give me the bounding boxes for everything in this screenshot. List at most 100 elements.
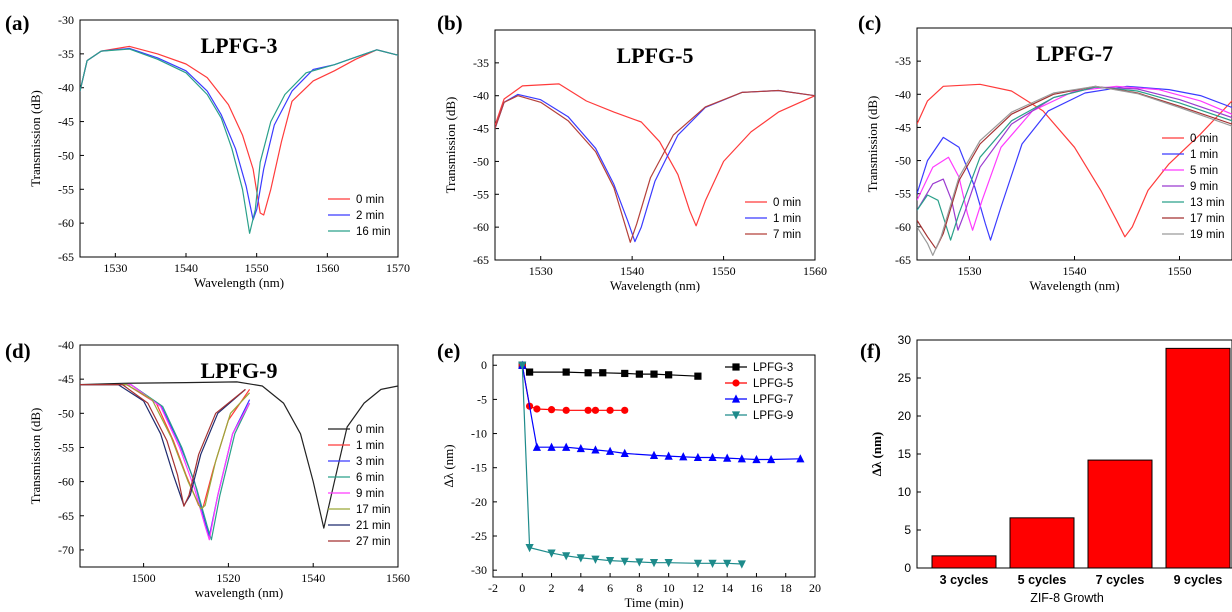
legend-label: LPFG-9 xyxy=(753,410,793,422)
data-point xyxy=(649,450,659,460)
legend-label: 17 min xyxy=(356,504,391,516)
data-point xyxy=(606,406,614,414)
x-axis-label: ZIF-8 Growth xyxy=(1030,591,1104,605)
panel-2: (c) -65 -60 -55 -50 -45 -40 -35 1530 1540 1550 Wave… xyxy=(858,11,1232,293)
data-point xyxy=(732,379,740,387)
legend-label: 17 min xyxy=(1190,213,1225,225)
x-tick-label: 1520 xyxy=(216,571,240,585)
y-tick-label: 10 xyxy=(898,485,912,499)
x-tick-label: 1530 xyxy=(103,261,127,275)
y-tick-label: -40 xyxy=(895,87,911,101)
series-line xyxy=(917,86,1232,231)
data-point xyxy=(694,372,702,380)
x-axis-label: Time (min) xyxy=(624,595,683,610)
data-point xyxy=(562,442,571,451)
data-point xyxy=(635,558,644,567)
data-point xyxy=(649,559,659,568)
data-point xyxy=(576,554,585,563)
data-point xyxy=(525,544,534,553)
chart-title: LPFG-7 xyxy=(1036,41,1113,66)
data-point xyxy=(737,560,746,569)
x-tick-label: 1560 xyxy=(315,261,339,275)
panel-label: (e) xyxy=(437,339,460,363)
y-tick-label: -60 xyxy=(473,220,489,234)
y-tick-label: -50 xyxy=(58,406,74,420)
chart-title: LPFG-9 xyxy=(201,358,278,383)
y-tick-label: -55 xyxy=(58,182,74,196)
legend-label: 2 min xyxy=(356,210,384,222)
series-line xyxy=(80,47,398,221)
x-tick-label: 8 xyxy=(636,581,642,595)
data-point xyxy=(731,394,741,403)
category-label: 7 cycles xyxy=(1096,573,1145,587)
legend-label: 9 min xyxy=(356,488,384,500)
series-line xyxy=(495,83,815,227)
y-tick-label: -60 xyxy=(58,216,74,230)
data-point xyxy=(732,363,740,371)
x-axis-label: wavelength (nm) xyxy=(195,585,283,600)
series-line xyxy=(917,83,1232,238)
x-tick-label: 1560 xyxy=(803,264,827,278)
series-line xyxy=(917,85,1232,231)
x-axis-label: Wavelength (nm) xyxy=(1029,278,1119,293)
x-tick-label: 1530 xyxy=(529,264,553,278)
legend-label: 13 min xyxy=(1190,197,1225,209)
series-line xyxy=(521,364,698,377)
plot-frame xyxy=(492,354,816,578)
data-point xyxy=(752,454,761,464)
legend-label: 0 min xyxy=(773,197,801,209)
data-point xyxy=(665,371,673,379)
y-axis-label: Transmission (dB) xyxy=(443,97,458,194)
y-tick-label: -35 xyxy=(473,56,489,70)
panel-4: (e)0-5-10-15-20-25-30-2 0 2 4 6 8 10 12 14 16 18 20… xyxy=(437,339,821,610)
panel-label: (a) xyxy=(5,11,30,35)
x-tick-label: 1550 xyxy=(712,264,736,278)
legend-label: LPFG-7 xyxy=(753,394,793,406)
plot-frame xyxy=(79,19,399,258)
x-tick-label: 1540 xyxy=(174,261,198,275)
series-line xyxy=(917,85,1232,256)
data-point xyxy=(605,557,615,566)
series-line xyxy=(917,85,1232,241)
y-tick-label: -35 xyxy=(895,54,911,68)
data-point xyxy=(723,453,732,462)
x-tick-label: 12 xyxy=(692,581,704,595)
y-tick-label: -65 xyxy=(473,253,489,267)
data-point xyxy=(708,452,717,462)
data-point xyxy=(584,406,592,414)
x-tick-label: 1540 xyxy=(1063,264,1087,278)
data-point xyxy=(562,368,570,376)
x-tick-label: 1500 xyxy=(132,571,156,585)
series-group xyxy=(80,381,398,541)
x-tick-label: 6 xyxy=(607,581,613,595)
data-point xyxy=(620,448,629,457)
legend-label: 0 min xyxy=(356,424,384,436)
series-line xyxy=(80,384,246,507)
legend-label: 9 min xyxy=(1190,181,1218,193)
x-tick-label: 2 xyxy=(549,581,555,595)
legend-label: 6 min xyxy=(356,472,384,484)
series-line xyxy=(80,381,398,529)
x-tick-label: 1540 xyxy=(301,571,325,585)
y-axis-label: Δλ (nm) xyxy=(869,432,884,477)
legend-label: 1 min xyxy=(1190,149,1218,161)
data-point xyxy=(664,451,673,460)
x-tick-label: -2 xyxy=(488,581,498,595)
legend-label: 21 min xyxy=(356,520,391,532)
series-line xyxy=(80,45,398,216)
plot-frame xyxy=(79,344,399,568)
data-point xyxy=(621,406,629,414)
y-tick-label: -55 xyxy=(895,187,911,201)
x-tick-label: 4 xyxy=(578,581,584,595)
x-tick-label: 20 xyxy=(809,581,821,595)
legend-label: 27 min xyxy=(356,536,391,548)
panel-label: (c) xyxy=(858,11,881,35)
legend-label: 16 min xyxy=(356,226,391,238)
legend-label: 0 min xyxy=(356,194,384,206)
data-point xyxy=(576,443,585,453)
legend-label: 3 min xyxy=(356,456,384,468)
y-tick-label: -50 xyxy=(58,148,74,162)
x-tick-label: 1540 xyxy=(620,264,644,278)
x-tick-label: 1550 xyxy=(1168,264,1192,278)
legend-label: 7 min xyxy=(773,229,801,241)
